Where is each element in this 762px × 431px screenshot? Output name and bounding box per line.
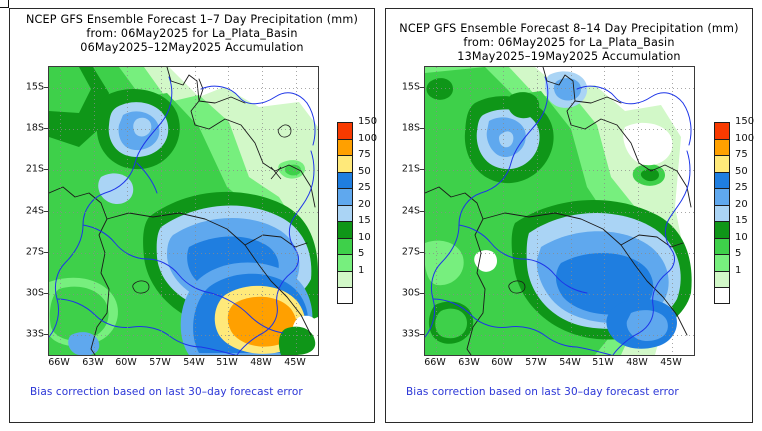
colorbar-swatch: 50 — [337, 166, 371, 188]
colorbar-swatch: 15 — [714, 215, 748, 238]
y-tick-label: 30S — [401, 287, 420, 299]
colorbar-swatch: 20 — [714, 199, 748, 221]
panel-right-title-line2: from: 06May2025 for La_Plata_Basin — [463, 36, 675, 49]
y-axis-right: 15S 18S 21S 24S 27S 30S 33S — [394, 66, 420, 354]
colorbar-label: 150 — [735, 116, 755, 127]
y-tick-label: 15S — [25, 81, 44, 93]
colorbar-label: 25 — [735, 182, 748, 193]
colorbar-swatch: 150 — [337, 116, 377, 139]
colorbar-swatch: 10 — [337, 232, 371, 254]
colorbar-label: 25 — [358, 182, 371, 193]
colorbar-label: 15 — [358, 215, 371, 226]
colorbar-label: 20 — [735, 198, 748, 210]
y-tick-label: 27S — [25, 246, 44, 258]
colorbar-swatch: 50 — [714, 166, 748, 188]
x-tick-label: 54W — [183, 357, 205, 368]
colorbar-swatch: 20 — [337, 199, 371, 221]
colorbar-swatch: 15 — [337, 215, 371, 238]
panel-right-title-line1: NCEP GFS Ensemble Forecast 8–14 Day Prec… — [399, 22, 739, 35]
colorbar-swatch — [337, 287, 353, 304]
colorbar-swatch: 25 — [337, 182, 371, 205]
y-tick-label: 24S — [25, 205, 44, 217]
x-tick-label: 51W — [592, 357, 614, 368]
y-tick-label: 18S — [25, 122, 44, 134]
colorbar-swatch — [714, 287, 730, 304]
panel-left-caption: Bias correction based on last 30–day for… — [30, 386, 303, 398]
panel-left-title: NCEP GFS Ensemble Forecast 1–7 Day Preci… — [9, 13, 375, 55]
y-tick-label: 21S — [401, 163, 420, 175]
colorbar-swatch: 10 — [714, 232, 748, 254]
y-tick-label: 18S — [401, 122, 420, 134]
y-tick-label: 33S — [401, 328, 420, 340]
x-tick-label: 60W — [115, 357, 137, 368]
x-axis-right: 66W 63W 60W 57W 54W 51W 48W 45W — [424, 357, 693, 373]
colorbar-swatch: 150 — [714, 116, 754, 139]
colorbar-label: 20 — [358, 198, 371, 210]
colorbar-left[interactable]: 150 100 75 50 25 20 15 10 5 1 — [337, 116, 377, 304]
x-axis-left: 66W 63W 60W 57W 54W 51W 48W 45W — [48, 357, 317, 373]
colorbar-swatch: 1 — [337, 265, 364, 287]
colorbar-swatch: 75 — [714, 149, 748, 172]
panel-left-title-line1: NCEP GFS Ensemble Forecast 1–7 Day Preci… — [25, 13, 359, 26]
colorbar-swatch: 5 — [714, 248, 741, 271]
colorbar-label: 150 — [358, 116, 378, 127]
colorbar-swatch: 5 — [337, 248, 364, 271]
x-tick-label: 48W — [626, 357, 648, 368]
colorbar-label: 100 — [735, 132, 755, 144]
x-tick-label: 45W — [284, 357, 306, 368]
x-tick-label: 66W — [424, 357, 446, 368]
x-tick-label: 60W — [491, 357, 513, 368]
colorbar-label: 75 — [735, 149, 748, 160]
precipitation-map-left[interactable] — [48, 66, 319, 356]
y-axis-left: 15S 18S 21S 24S 27S 30S 33S — [18, 66, 44, 354]
colorbar-label: 1 — [735, 264, 742, 276]
panel-right-caption: Bias correction based on last 30–day for… — [406, 386, 679, 398]
x-tick-label: 63W — [458, 357, 480, 368]
y-tick-label: 15S — [401, 81, 420, 93]
precip-field-right — [425, 67, 694, 355]
y-tick-label: 30S — [25, 287, 44, 299]
colorbar-label: 15 — [735, 215, 748, 226]
panel-right-title-line3: 13May2025–19May2025 Accumulation — [457, 50, 681, 63]
x-tick-label: 66W — [48, 357, 70, 368]
colorbar-label: 5 — [358, 248, 365, 259]
x-tick-label: 57W — [149, 357, 171, 368]
colorbar-swatch: 25 — [714, 182, 748, 205]
panel-right-title: NCEP GFS Ensemble Forecast 8–14 Day Prec… — [385, 22, 753, 64]
x-tick-label: 45W — [660, 357, 682, 368]
x-tick-label: 63W — [82, 357, 104, 368]
y-tick-label: 21S — [25, 163, 44, 175]
y-tick-label: 33S — [25, 328, 44, 340]
panel-left-title-line3: 06May2025–12May2025 Accumulation — [80, 41, 304, 54]
colorbar-right[interactable]: 150 100 75 50 25 20 15 10 5 1 — [714, 116, 754, 304]
colorbar-label: 5 — [735, 248, 742, 259]
panel-left-title-line2: from: 06May2025 for La_Plata_Basin — [86, 27, 298, 40]
colorbar-swatch: 75 — [337, 149, 371, 172]
y-tick-label: 27S — [401, 246, 420, 258]
colorbar-label: 1 — [358, 264, 365, 276]
colorbar-swatch: 1 — [714, 265, 741, 287]
colorbar-swatch: 100 — [714, 133, 754, 155]
corner-artifact — [0, 0, 9, 8]
precip-field-left — [49, 67, 318, 355]
colorbar-label: 10 — [358, 231, 371, 243]
colorbar-label: 10 — [735, 231, 748, 243]
x-tick-label: 54W — [559, 357, 581, 368]
y-tick-label: 24S — [401, 205, 420, 217]
x-tick-label: 48W — [250, 357, 272, 368]
x-tick-label: 57W — [525, 357, 547, 368]
precipitation-map-right[interactable] — [424, 66, 695, 356]
colorbar-label: 100 — [358, 132, 378, 144]
colorbar-swatch: 100 — [337, 133, 377, 155]
x-tick-label: 51W — [216, 357, 238, 368]
colorbar-label: 50 — [358, 165, 371, 177]
colorbar-label: 75 — [358, 149, 371, 160]
colorbar-label: 50 — [735, 165, 748, 177]
